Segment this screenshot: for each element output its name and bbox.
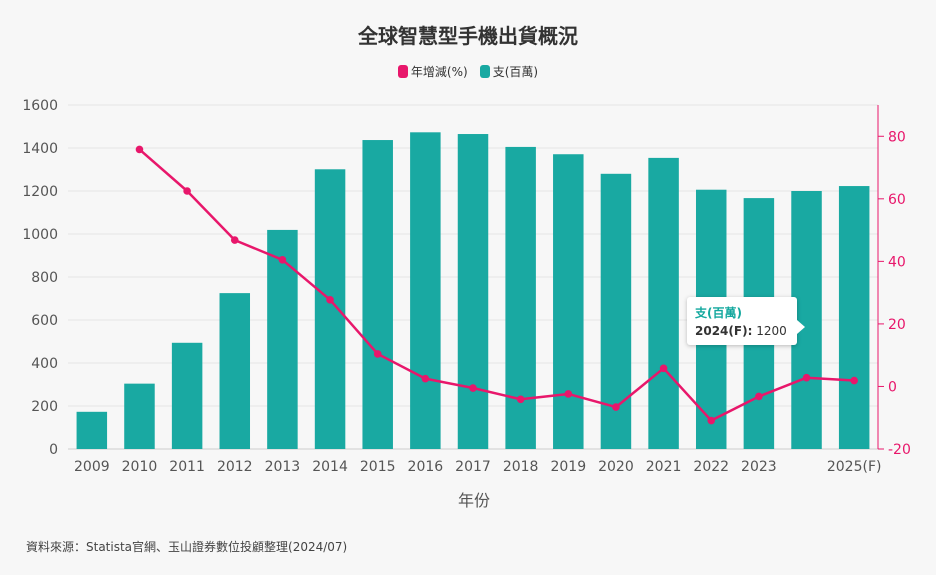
x-tick-label: 2018 xyxy=(503,459,539,475)
y-left-tick-label: 200 xyxy=(31,399,58,415)
line-point xyxy=(850,376,858,385)
legend-swatch-growth xyxy=(397,65,408,78)
line-point xyxy=(802,373,811,382)
source-note: 資料來源：Statista官網、玉山證券數位投顧整理(2024/07) xyxy=(26,540,348,554)
y-right-tick-label: 20 xyxy=(888,317,906,333)
x-tick-label: 2025(F) xyxy=(827,459,882,475)
y-left-tick-label: 600 xyxy=(31,313,58,329)
x-tick-label: 2019 xyxy=(550,459,586,475)
x-tick-label: 2020 xyxy=(598,459,634,475)
line-point xyxy=(421,374,430,383)
bar xyxy=(314,169,346,449)
legend-item-growth[interactable]: 年增減(%) xyxy=(397,63,468,80)
tooltip-value: 1200 xyxy=(756,324,787,338)
bar xyxy=(362,140,393,450)
x-tick-label: 2022 xyxy=(693,459,729,475)
y-right-tick-label: 60 xyxy=(888,192,906,208)
tooltip-label: 2024(F): xyxy=(695,324,753,338)
line-point xyxy=(755,392,763,401)
axes: 0 200 400 600 800 1000 1200 1400 1600 -20 0 20 40 60 8… xyxy=(22,98,911,475)
bar xyxy=(76,411,108,449)
line-point xyxy=(230,236,239,244)
line-point xyxy=(373,350,382,358)
line-point xyxy=(659,364,668,373)
line-point xyxy=(326,296,334,304)
bar xyxy=(838,186,870,449)
bar xyxy=(124,383,155,449)
x-tick-label: 2010 xyxy=(122,459,158,475)
y-left-tick-label: 400 xyxy=(31,356,58,372)
bar xyxy=(505,146,536,450)
legend-swatch-units xyxy=(479,65,490,78)
bar xyxy=(171,342,203,449)
x-tick-label: 2009 xyxy=(74,459,110,475)
y-right-tick-label: 80 xyxy=(888,129,906,145)
bar xyxy=(219,293,251,449)
tooltip-series-name: 支(百萬) xyxy=(695,306,742,320)
x-tick-label: 2012 xyxy=(217,459,253,475)
y-right-tick-label: 40 xyxy=(888,254,906,270)
bar xyxy=(457,134,489,449)
y-left-tick-label: 1200 xyxy=(22,184,58,200)
x-tick-label: 2011 xyxy=(169,459,205,475)
bar xyxy=(410,132,441,449)
x-axis-title: 年份 xyxy=(458,491,490,510)
bar xyxy=(267,229,298,449)
y-left-tick-label: 0 xyxy=(49,442,58,458)
line-point xyxy=(183,187,191,195)
x-tick-label: 2021 xyxy=(646,459,682,475)
chart-title: 全球智慧型手機出貨概況 xyxy=(358,24,578,48)
x-tick-label: 2017 xyxy=(455,459,491,475)
line-series xyxy=(135,145,858,425)
y-left-tick-label: 1400 xyxy=(22,141,58,157)
line-point xyxy=(707,416,716,425)
legend-label-growth: 年增減(%) xyxy=(410,65,468,79)
chart-tooltip: 支(百萬) 2024(F): 1200 xyxy=(687,297,805,345)
bar xyxy=(553,154,584,450)
tooltip-row: 2024(F): 1200 xyxy=(695,324,787,338)
bar xyxy=(648,157,679,449)
x-tick-label: 2013 xyxy=(265,459,301,475)
x-tick-label: 2015 xyxy=(360,459,396,475)
chart-legend: 年增減(%) 支(百萬) xyxy=(0,63,936,80)
line-point xyxy=(612,403,620,411)
y-left-tick-label: 1000 xyxy=(22,227,58,243)
x-tick-label: 2023 xyxy=(741,459,777,475)
growth-line xyxy=(138,148,855,422)
y-left-tick-label: 1600 xyxy=(22,98,58,114)
y-right-tick-label: -20 xyxy=(888,442,911,458)
line-point xyxy=(564,390,573,398)
legend-item-units[interactable]: 支(百萬) xyxy=(479,63,539,80)
x-tick-label: 2016 xyxy=(408,459,444,475)
line-point xyxy=(278,255,287,264)
y-right-tick-label: 0 xyxy=(888,379,897,395)
line-point xyxy=(516,395,525,404)
line-point xyxy=(135,145,144,154)
y-left-tick-label: 800 xyxy=(31,270,58,286)
line-point xyxy=(469,384,477,392)
x-tick-label: 2014 xyxy=(312,459,348,475)
legend-label-units: 支(百萬) xyxy=(492,65,539,79)
